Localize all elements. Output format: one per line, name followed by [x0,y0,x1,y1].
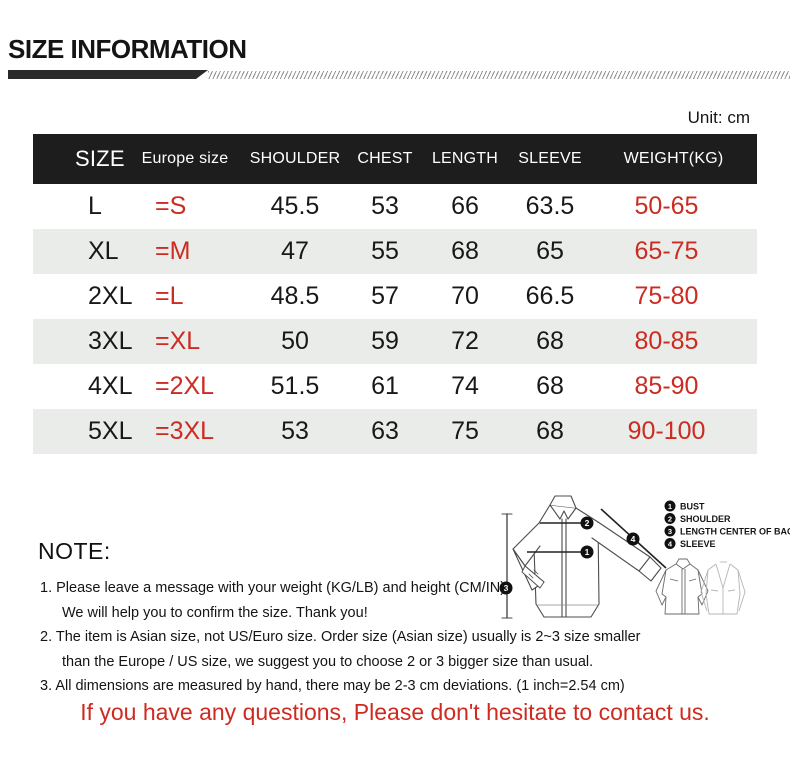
cell-size: 3XL [88,327,133,355]
note-line: We will help you to confirm the size. Th… [62,604,368,621]
table-row: L =S 45.5 53 66 63.5 50-65 [33,184,757,229]
note-line: 2. The item is Asian size, not US/Euro s… [40,629,641,645]
cell-weight: 65-75 [634,237,699,265]
cell-shoulder: 47 [281,237,309,265]
header-chest: CHEST [357,150,413,167]
cell-shoulder: 51.5 [270,372,320,400]
cell-size: L [88,192,102,220]
cell-length: 66 [451,192,479,220]
cell-length: 74 [451,372,479,400]
header-size: SIZE [75,146,125,171]
cell-size: 4XL [88,372,133,400]
legend-label-shoulder: SHOULDER [680,514,731,524]
cell-length: 75 [451,417,479,445]
diagram-legend: 1 BUST 2 SHOULDER 3 LENGTH CENTER OF BAC… [664,500,790,549]
note-heading: NOTE: [38,538,111,564]
cell-sleeve: 65 [536,237,564,265]
table-row: 5XL =3XL 53 63 75 68 90-100 [33,409,757,454]
divider-hatch-bar [208,70,790,79]
size-table-header-row: SIZE Europe size SHOULDER CHEST LENGTH S… [33,134,757,184]
legend-num-shoulder: 2 [668,515,672,524]
cell-europe: =S [155,192,187,220]
title-divider [8,70,790,79]
marker-length: 3 [504,583,509,593]
note-line: than the Europe / US size, we suggest yo… [62,653,594,670]
cell-sleeve: 63.5 [525,192,575,220]
cell-shoulder: 45.5 [270,192,320,220]
cell-shoulder: 48.5 [270,282,320,310]
legend-num-sleeve: 4 [668,540,673,549]
cell-europe: =3XL [155,417,215,445]
cell-weight: 90-100 [627,417,706,445]
cell-sleeve: 68 [536,372,564,400]
divider-solid-bar [8,70,208,79]
cell-weight: 75-80 [634,282,699,310]
cell-size: 2XL [88,282,133,310]
cell-length: 70 [451,282,479,310]
legend-num-length: 3 [668,527,672,536]
cell-weight: 80-85 [634,327,699,355]
header-sleeve: SLEEVE [518,150,582,167]
header-europe-size: Europe size [141,150,229,167]
table-row: 3XL =XL 50 59 72 68 80-85 [33,319,757,364]
cell-shoulder: 53 [281,417,309,445]
table-row: 4XL =2XL 51.5 61 74 68 85-90 [33,364,757,409]
cell-shoulder: 50 [281,327,309,355]
cell-sleeve: 68 [536,327,564,355]
cell-weight: 85-90 [634,372,699,400]
size-table: SIZE Europe size SHOULDER CHEST LENGTH S… [33,134,757,454]
cell-chest: 61 [371,372,399,400]
cell-length: 72 [451,327,479,355]
cell-length: 68 [451,237,479,265]
marker-bust: 1 [585,547,590,557]
cell-europe: =L [155,282,184,310]
shirt-measurement-illustration: 1 2 3 4 1 BUST 2 SHOULDER 3 LENGTH CENTE… [499,495,790,619]
note-line: 3. All dimensions are measured by hand, … [40,678,625,694]
diagram-markers: 1 2 3 4 [499,516,640,595]
cell-chest: 63 [371,417,399,445]
marker-shoulder: 2 [585,518,590,528]
header-length: LENGTH [431,150,499,167]
cell-europe: =2XL [155,372,215,400]
cell-chest: 59 [371,327,399,355]
jacket-front-sketch [655,558,709,615]
notes-list: 1. Please leave a message with your weig… [40,576,641,699]
legend-label-sleeve: SLEEVE [680,539,716,549]
header-shoulder: SHOULDER [249,150,341,167]
cell-chest: 55 [371,237,399,265]
cell-size: XL [88,237,119,265]
unit-label: Unit: cm [687,108,750,127]
cell-europe: =XL [155,327,201,355]
legend-label-length: LENGTH CENTER OF BACK [680,527,790,537]
legend-label-bust: BUST [680,502,705,512]
legend-num-bust: 1 [668,502,672,511]
cell-size: 5XL [88,417,133,445]
cell-chest: 53 [371,192,399,220]
marker-sleeve: 4 [631,534,636,544]
cell-sleeve: 68 [536,417,564,445]
table-row: 2XL =L 48.5 57 70 66.5 75-80 [33,274,757,319]
cell-sleeve: 66.5 [525,282,575,310]
table-row: XL =M 47 55 68 65 65-75 [33,229,757,274]
cell-weight: 50-65 [634,192,699,220]
cell-chest: 57 [371,282,399,310]
cell-europe: =M [155,237,191,265]
page-title: SIZE INFORMATION [8,34,247,64]
note-line: 1. Please leave a message with your weig… [40,580,510,596]
contact-message: If you have any questions, Please don't … [80,699,710,725]
blazer-back-sketch [700,561,746,615]
measurement-diagram: 1 2 3 4 1 BUST 2 SHOULDER 3 LENGTH CENTE… [480,478,790,643]
header-weight: WEIGHT(KG) [623,150,724,167]
